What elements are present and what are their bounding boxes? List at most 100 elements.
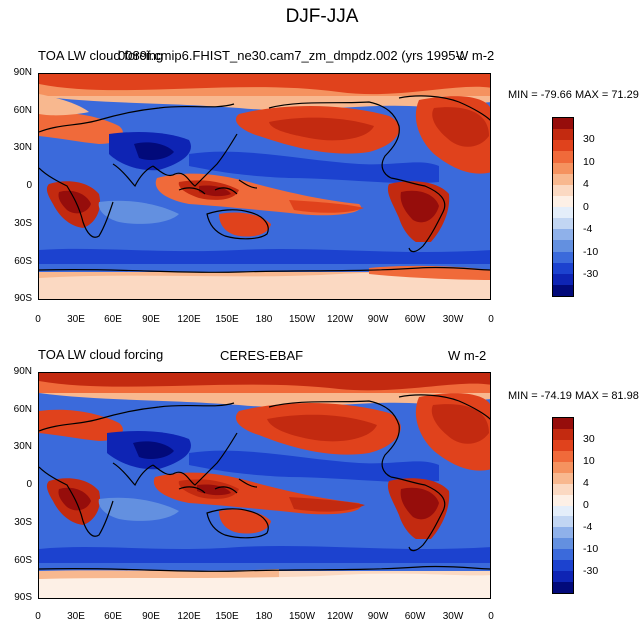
panel2-lat-tick: 90N (13, 366, 32, 377)
panel2-title-center: CERES-EBAF (220, 348, 304, 363)
figure-title: DJF-JJA (285, 6, 359, 27)
colorbar-swatch (553, 229, 573, 241)
panel1-lat-tick: 30S (14, 218, 32, 229)
panel1-title-left: TOA LW cloud forcing (38, 48, 164, 63)
colorbar-swatch (553, 218, 573, 230)
panel1-colorbar-label: 4 (583, 178, 589, 190)
panel2-lat-tick: 60N (13, 404, 32, 415)
panel1-min-max: MIN = -79.66 MAX = 71.29 (508, 89, 639, 101)
panel2-colorbar-label: 4 (583, 477, 589, 489)
colorbar-swatch (553, 527, 573, 539)
panel1-lat-tick: 0 (26, 180, 32, 191)
colorbar-swatch (553, 439, 573, 451)
panel2-lon-tick: 60W (404, 611, 426, 622)
panel1-colorbar-label: -10 (583, 246, 599, 258)
panel2-lon-tick: 0 (488, 611, 494, 622)
panel1-lon-tick: 90W (367, 314, 389, 325)
panel2-colorbar (552, 417, 574, 594)
panel2-colorbar-label: -10 (583, 543, 599, 555)
panel1-lat-tick: 60N (13, 105, 32, 116)
panel2-lat-tick: 90S (14, 592, 32, 603)
panel2-lon-tick: 150W (288, 611, 316, 622)
panel1-colorbar (552, 117, 574, 297)
panel1-lon-tick: 120E (177, 314, 201, 325)
colorbar-swatch (553, 505, 573, 517)
colorbar-swatch (553, 418, 573, 429)
panel2-map-image (39, 373, 490, 598)
colorbar-swatch (553, 284, 573, 296)
colorbar-swatch (553, 207, 573, 219)
colorbar-swatch (553, 251, 573, 263)
panel2-lon-tick: 30E (67, 611, 85, 622)
panel2-colorbar-label: 30 (583, 433, 595, 445)
colorbar-swatch (553, 571, 573, 583)
panel1-lon-tick: 60W (404, 314, 426, 325)
panel2-lon-tick: 90W (367, 611, 389, 622)
panel1-lon-tick: 120W (326, 314, 354, 325)
panel2-lon-tick: 0 (35, 611, 41, 622)
panel2-colorbar-label: 0 (583, 499, 589, 511)
colorbar-swatch (553, 140, 573, 152)
panel2-lat-tick: 30N (13, 441, 32, 452)
panel2-lon-tick: 150E (215, 611, 239, 622)
colorbar-swatch (553, 184, 573, 196)
colorbar-swatch (553, 240, 573, 252)
panel1-lat-tick: 60S (14, 256, 32, 267)
panel1-lat-tick: 90S (14, 293, 32, 304)
panel1-lon-tick: 0 (35, 314, 41, 325)
panel1-colorbar-label: 30 (583, 133, 595, 145)
panel1-lon-tick: 90E (142, 314, 160, 325)
panel2-colorbar-label: 10 (583, 455, 595, 467)
panel1-lon-tick: 150W (288, 314, 316, 325)
panel2-lon-tick: 180 (255, 611, 273, 622)
panel2-lat-tick: 30S (14, 517, 32, 528)
colorbar-swatch (553, 428, 573, 440)
panel1-lat-tick: 90N (13, 67, 32, 78)
panel1-lon-tick: 180 (255, 314, 273, 325)
colorbar-swatch (553, 450, 573, 462)
panel1-units: W m-2 (456, 48, 495, 63)
colorbar-swatch (553, 151, 573, 163)
colorbar-swatch (553, 549, 573, 561)
panel2-lat-tick: 0 (26, 479, 32, 490)
colorbar-swatch (553, 273, 573, 285)
panel2-lon-tick: 60E (104, 611, 122, 622)
panel2-map (38, 372, 491, 599)
panel1-map (38, 73, 491, 300)
panel2-title-left: TOA LW cloud forcing (38, 347, 164, 362)
colorbar-swatch (553, 162, 573, 174)
panel1-colorbar-label: 10 (583, 156, 595, 168)
panel1-colorbar-label: -30 (583, 268, 599, 280)
panel1-lat-tick: 30N (13, 142, 32, 153)
colorbar-swatch (553, 118, 573, 130)
colorbar-swatch (553, 262, 573, 274)
panel2-lat-tick: 60S (14, 555, 32, 566)
panel2-colorbar-label: -30 (583, 565, 599, 577)
panel1-title-center: 0089f.cmip6.FHIST_ne30.cam7_zm_dmpdz.002… (118, 48, 463, 63)
panel1-colorbar-label: -4 (583, 223, 593, 235)
colorbar-swatch (553, 538, 573, 550)
panel1-lon-tick: 30W (442, 314, 464, 325)
panel1-lon-tick: 0 (488, 314, 494, 325)
panel2-units: W m-2 (448, 348, 487, 363)
panel1-map-image (39, 74, 490, 299)
panel1-lon-tick: 60E (104, 314, 122, 325)
colorbar-swatch (553, 129, 573, 141)
colorbar-swatch (553, 472, 573, 484)
panel2-lon-tick: 30W (442, 611, 464, 622)
colorbar-swatch (553, 560, 573, 572)
panel2-lon-tick: 120E (177, 611, 201, 622)
colorbar-swatch (553, 582, 573, 593)
panel2-lon-tick: 90E (142, 611, 160, 622)
panel1-colorbar-label: 0 (583, 201, 589, 213)
panel1-lon-tick: 30E (67, 314, 85, 325)
panel2-lon-tick: 120W (326, 611, 354, 622)
colorbar-swatch (553, 173, 573, 185)
panel2-min-max: MIN = -74.19 MAX = 81.98 (508, 390, 639, 402)
colorbar-swatch (553, 483, 573, 495)
colorbar-swatch (553, 516, 573, 528)
colorbar-swatch (553, 494, 573, 506)
panel2-colorbar-label: -4 (583, 521, 593, 533)
colorbar-swatch (553, 195, 573, 207)
colorbar-swatch (553, 461, 573, 473)
